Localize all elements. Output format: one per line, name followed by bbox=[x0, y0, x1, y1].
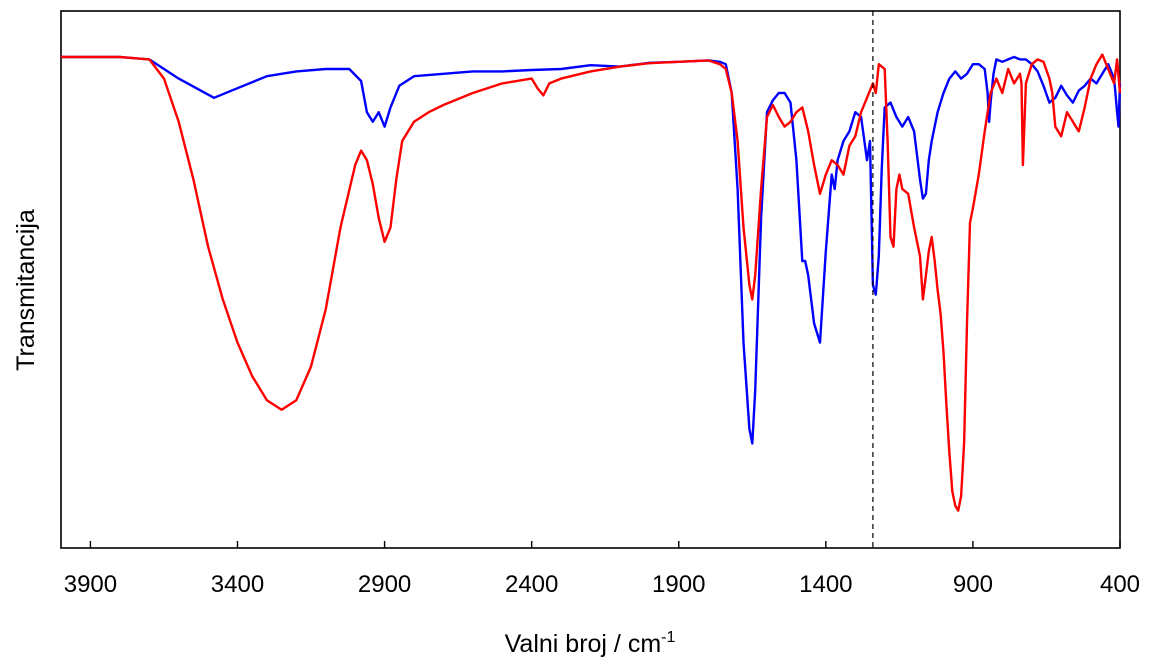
series-line-2 bbox=[61, 53, 1122, 512]
x-tick-label: 3400 bbox=[211, 571, 264, 598]
x-axis-title-superscript: -1 bbox=[661, 629, 675, 646]
y-axis-title: Transmitancija bbox=[12, 209, 40, 371]
x-axis-ticks: 3900 3400 2900 2400 1900 1400 900 400 bbox=[64, 541, 1140, 598]
plot-frame bbox=[60, 10, 1121, 549]
x-axis-title-text: Valni broj / cm bbox=[505, 630, 662, 658]
series-layer bbox=[61, 53, 1122, 512]
x-tick-label: 1900 bbox=[652, 571, 705, 598]
x-tick-label: 3900 bbox=[64, 571, 117, 598]
x-tick-label: 2400 bbox=[505, 571, 558, 598]
x-tick-label: 1400 bbox=[799, 571, 852, 598]
x-tick-label: 2900 bbox=[358, 571, 411, 598]
x-tick-label: 400 bbox=[1100, 571, 1140, 598]
series-line-1 bbox=[61, 55, 1122, 445]
x-axis-title: Valni broj / cm-1 bbox=[505, 629, 676, 658]
x-tick-label: 900 bbox=[953, 571, 993, 598]
